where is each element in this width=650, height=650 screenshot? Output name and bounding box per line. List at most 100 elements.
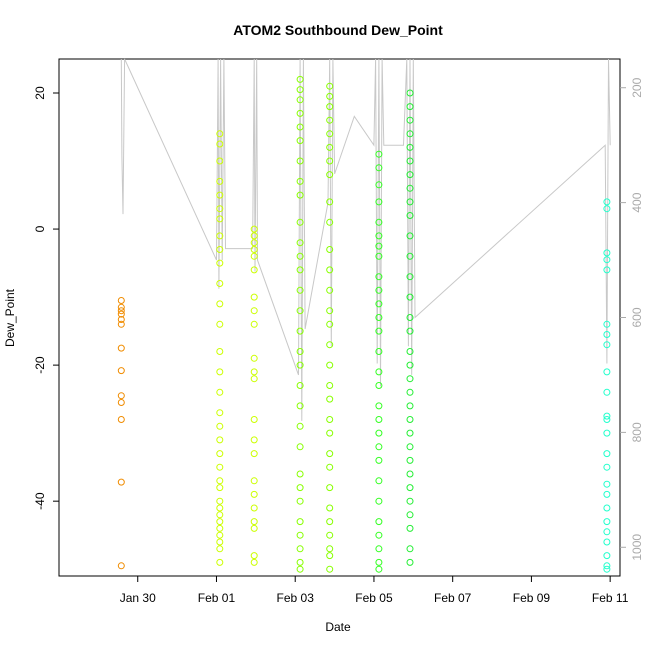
data-point bbox=[296, 86, 304, 94]
y-axis: 20 0 -20 -40 bbox=[33, 86, 59, 510]
data-point bbox=[216, 422, 224, 430]
data-point bbox=[406, 524, 414, 532]
data-point bbox=[250, 307, 258, 315]
x-tick-label: Feb 01 bbox=[198, 591, 236, 605]
data-point bbox=[603, 412, 611, 420]
data-point bbox=[296, 307, 304, 315]
data-point bbox=[117, 303, 125, 311]
data-point bbox=[296, 218, 304, 226]
data-point bbox=[326, 171, 334, 179]
data-point bbox=[250, 504, 258, 512]
y2-tick-label: 400 bbox=[630, 192, 644, 212]
data-point bbox=[296, 348, 304, 355]
y-tick-label: -40 bbox=[33, 492, 47, 510]
data-point bbox=[406, 375, 414, 383]
x-tick-label: Feb 07 bbox=[434, 591, 472, 605]
data-point bbox=[216, 409, 224, 417]
data-point bbox=[375, 218, 383, 226]
data-point bbox=[406, 327, 414, 335]
y2-tick-label: 1000 bbox=[630, 534, 644, 561]
data-point bbox=[375, 150, 383, 158]
data-point bbox=[216, 280, 224, 287]
data-point bbox=[250, 266, 258, 274]
data-point bbox=[216, 368, 224, 376]
data-point bbox=[603, 368, 611, 376]
data-point bbox=[296, 266, 304, 274]
data-point bbox=[216, 504, 224, 512]
data-point bbox=[216, 524, 224, 532]
data-point bbox=[296, 558, 304, 566]
data-point bbox=[406, 157, 414, 165]
chart-title: ATOM2 Southbound Dew_Point bbox=[233, 22, 443, 38]
data-point bbox=[326, 484, 334, 492]
data-point bbox=[296, 565, 304, 573]
data-point bbox=[216, 157, 224, 165]
data-point bbox=[296, 286, 304, 294]
data-point bbox=[375, 286, 383, 294]
data-point bbox=[326, 103, 334, 111]
data-point bbox=[406, 130, 414, 138]
data-point bbox=[406, 443, 414, 451]
data-point bbox=[216, 477, 224, 485]
data-point bbox=[603, 256, 611, 264]
y2-tick-label: 800 bbox=[630, 422, 644, 442]
data-point bbox=[216, 511, 224, 519]
data-point bbox=[250, 477, 258, 485]
x-axis-label: Date bbox=[325, 620, 351, 634]
data-point bbox=[375, 565, 383, 573]
data-point bbox=[296, 157, 304, 165]
data-point bbox=[117, 344, 125, 352]
data-point bbox=[250, 518, 258, 526]
data-point bbox=[216, 518, 224, 526]
data-point bbox=[406, 484, 414, 492]
data-point bbox=[296, 239, 304, 247]
data-point bbox=[603, 331, 611, 338]
data-point bbox=[375, 477, 383, 485]
data-point bbox=[406, 497, 414, 505]
data-point bbox=[296, 545, 304, 553]
data-point bbox=[326, 463, 334, 471]
data-point bbox=[375, 273, 383, 281]
data-point bbox=[375, 252, 383, 260]
data-point bbox=[375, 531, 383, 539]
data-point bbox=[603, 416, 611, 423]
data-point bbox=[216, 531, 224, 539]
y-axis-right: 200 400 600 800 1000 bbox=[620, 77, 644, 561]
data-point bbox=[375, 558, 383, 566]
data-point bbox=[296, 531, 304, 539]
data-point bbox=[250, 375, 258, 383]
data-point bbox=[216, 450, 224, 458]
data-point bbox=[216, 232, 224, 240]
data-point bbox=[406, 143, 414, 151]
data-point bbox=[250, 252, 258, 260]
data-point bbox=[326, 116, 334, 124]
data-point bbox=[326, 320, 334, 328]
data-point bbox=[603, 429, 611, 437]
data-point bbox=[326, 341, 334, 349]
data-point bbox=[216, 259, 224, 267]
data-point bbox=[216, 538, 224, 546]
data-point bbox=[406, 212, 414, 219]
data-point bbox=[406, 252, 414, 260]
data-point bbox=[250, 368, 258, 376]
data-point bbox=[117, 307, 125, 315]
data-point bbox=[375, 368, 383, 376]
data-point bbox=[603, 388, 611, 396]
y-tick-label: 20 bbox=[33, 86, 47, 100]
data-point bbox=[603, 518, 611, 526]
data-point bbox=[216, 497, 224, 505]
data-point bbox=[250, 225, 258, 233]
data-point bbox=[296, 137, 304, 145]
data-point bbox=[216, 558, 224, 566]
data-point bbox=[326, 266, 334, 274]
data-point bbox=[326, 504, 334, 512]
data-point bbox=[117, 416, 125, 423]
y2-tick-label: 200 bbox=[630, 77, 644, 97]
data-point bbox=[406, 402, 414, 410]
data-point bbox=[603, 341, 611, 349]
data-point bbox=[216, 140, 224, 148]
data-point bbox=[406, 184, 414, 192]
x-tick-label: Jan 30 bbox=[120, 591, 156, 605]
data-point bbox=[603, 450, 611, 458]
